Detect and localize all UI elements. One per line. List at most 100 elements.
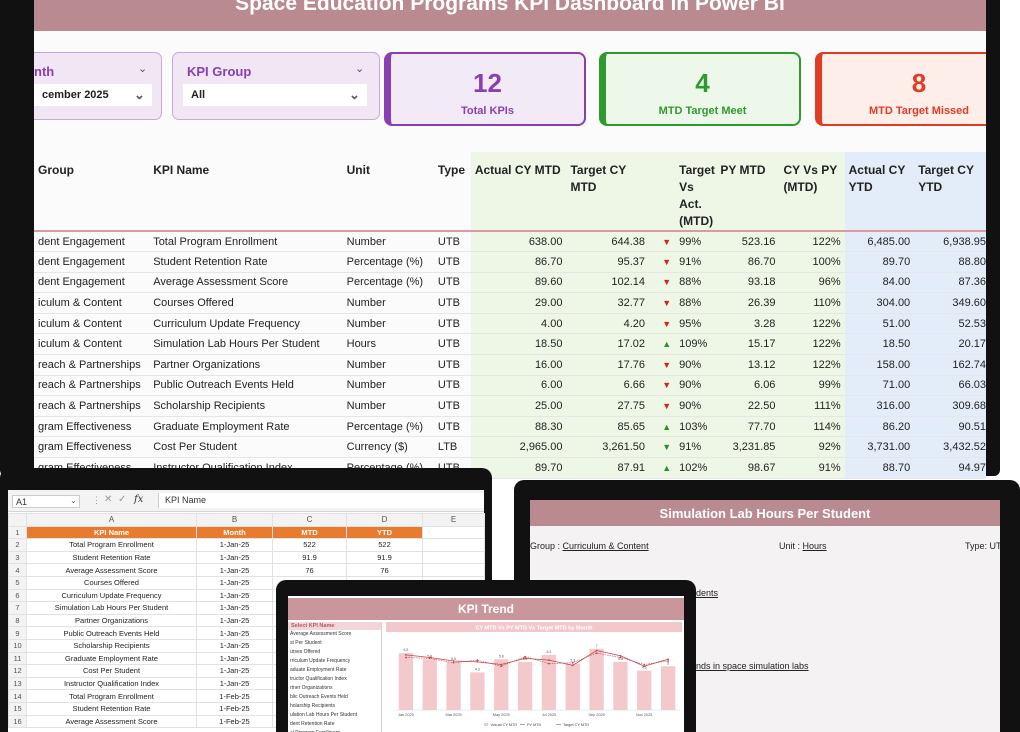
- kpi-list-item[interactable]: dent Retention Rate: [290, 721, 335, 727]
- col-header-type[interactable]: Type: [437, 163, 466, 177]
- col-header-kpi-name[interactable]: KPI Name: [153, 163, 210, 177]
- sheet-cell[interactable]: 1-Jan-25: [196, 588, 273, 603]
- sheet-cell[interactable]: 1-Feb-25: [196, 714, 273, 729]
- table-row[interactable]: iculum & Content Courses Offered Number UTB…: [34, 292, 986, 314]
- sheet-cell[interactable]: Average Assessment Score: [26, 714, 197, 729]
- kpi-group-dropdown[interactable]: All ⌄: [183, 84, 367, 106]
- column-header[interactable]: E: [422, 513, 485, 527]
- sheet-cell[interactable]: 1-Jan-25: [196, 575, 273, 590]
- month-slicer[interactable]: nth ⌄ cember 2025 ⌄: [34, 52, 162, 120]
- col-header-actual-cy-mtd[interactable]: Actual CY MTD: [470, 152, 567, 231]
- sheet-cell[interactable]: 1-Jan-25: [196, 550, 273, 565]
- sheet-cell[interactable]: 1-Feb-25: [196, 701, 273, 716]
- table-row[interactable]: reach & Partnerships Partner Organization…: [34, 354, 986, 376]
- sheet-cell[interactable]: [422, 550, 485, 565]
- name-box[interactable]: A1: [12, 495, 80, 508]
- kpi-list-item[interactable]: urses Offered: [290, 649, 321, 655]
- sheet-cell[interactable]: Total Program Enrollment: [26, 689, 197, 703]
- sheet-cell[interactable]: Courses Offered: [26, 575, 197, 590]
- col-header-target-cy-ytd[interactable]: Target CY YTD: [914, 152, 986, 231]
- col-header-group[interactable]: Group: [38, 163, 74, 177]
- sheet-cell[interactable]: Scholarship Recipients: [26, 638, 197, 653]
- chevron-down-icon[interactable]: ⌄: [349, 87, 360, 102]
- sheet-cell[interactable]: Partner Organizations: [26, 613, 197, 628]
- table-row[interactable]: reach & Partnerships Scholarship Recipien…: [34, 395, 986, 417]
- sheet-cell[interactable]: 1-Jan-25: [196, 563, 273, 577]
- sheet-cell[interactable]: [422, 525, 485, 540]
- sheet-cell[interactable]: [422, 563, 485, 577]
- sheet-cell[interactable]: 522: [272, 538, 347, 552]
- sheet-cell[interactable]: Student Retention Rate: [26, 701, 197, 716]
- sheet-cell[interactable]: Average Assessment Score: [26, 563, 197, 577]
- kpi-list-item[interactable]: aduate Employment Rate: [290, 667, 347, 673]
- sheet-cell[interactable]: Instructor Qualification Index: [26, 676, 197, 691]
- col-header-unit[interactable]: Unit: [346, 163, 370, 177]
- sheet-cell[interactable]: Cost Per Student: [26, 664, 197, 678]
- sheet-cell[interactable]: Graduate Employment Rate: [26, 651, 197, 666]
- sheet-cell[interactable]: Student Retention Rate: [26, 550, 197, 565]
- table-row[interactable]: gram Effectiveness Cost Per Student Curren…: [34, 436, 986, 459]
- sheet-cell[interactable]: 1-Jan-25: [196, 638, 273, 653]
- kpi-list-item[interactable]: st Per Student: [290, 640, 322, 646]
- column-header[interactable]: C: [272, 513, 347, 527]
- sheet-cell[interactable]: 1-Jan-25: [196, 601, 273, 615]
- kpi-name-list[interactable]: Select KPI Name Average Assessment Score…: [288, 622, 382, 732]
- kpi-list-item[interactable]: rtner Organizations: [290, 685, 333, 691]
- sheet-header-cell[interactable]: KPI Name: [26, 525, 197, 540]
- sheet-cell[interactable]: 76: [272, 563, 347, 577]
- sheet-header-cell[interactable]: Month: [196, 525, 273, 540]
- table-row[interactable]: iculum & Content Simulation Lab Hours Per…: [34, 333, 986, 356]
- sheet-cell[interactable]: 1-Jan-25: [196, 676, 273, 691]
- kpi-list-item[interactable]: ulation Lab Hours Per Student: [290, 712, 357, 718]
- sheet-cell[interactable]: 1-Feb-25: [196, 689, 273, 703]
- sheet-cell[interactable]: 76: [346, 563, 423, 577]
- column-header[interactable]: D: [346, 513, 423, 527]
- kpi-list-item[interactable]: rriculum Update Frequency: [290, 658, 351, 664]
- sheet-header-cell[interactable]: MTD: [272, 525, 347, 540]
- cancel-icon[interactable]: ✕: [104, 494, 113, 505]
- month-dropdown[interactable]: cember 2025 ⌄: [34, 84, 152, 106]
- kpi-list-item[interactable]: blic Outreach Events Held: [290, 694, 348, 700]
- formula-input[interactable]: KPI Name: [158, 493, 484, 508]
- table-row[interactable]: dent Engagement Total Program Enrollment N…: [34, 231, 986, 253]
- sheet-cell[interactable]: Total Program Enrollment: [26, 538, 197, 552]
- col-header-cy-vs-py[interactable]: CY Vs PY (MTD): [779, 152, 845, 231]
- table-row[interactable]: dent Engagement Average Assessment Score P…: [34, 272, 986, 294]
- sheet-cell[interactable]: 91.9: [346, 550, 423, 565]
- sheet-cell[interactable]: 522: [346, 538, 423, 552]
- sheet-cell[interactable]: 91.9: [272, 550, 347, 565]
- table-row[interactable]: iculum & Content Curriculum Update Freque…: [34, 313, 986, 335]
- sheet-cell[interactable]: 1-Jan-25: [196, 626, 273, 640]
- col-header-target-vs-act[interactable]: Target Vs Act. (MTD): [675, 152, 717, 231]
- sheet-cell[interactable]: 1-Jan-25: [196, 613, 273, 628]
- sheet-header-cell[interactable]: YTD: [346, 525, 423, 540]
- kpi-list-item[interactable]: al Program Enrollment: [288, 729, 381, 732]
- function-icon[interactable]: fx: [134, 494, 144, 505]
- kpi-list-item[interactable]: tructor Qualification Index: [290, 676, 347, 682]
- table-row[interactable]: dent Engagement Student Retention Rate Per…: [34, 251, 986, 273]
- table-row[interactable]: gram Effectiveness Graduate Employment Ra…: [34, 416, 986, 438]
- chevron-down-icon[interactable]: ⌄: [70, 496, 77, 505]
- kpi-group-slicer[interactable]: KPI Group ⌄ All ⌄: [172, 52, 380, 120]
- col-header-actual-cy-ytd[interactable]: Actual CY YTD: [844, 152, 915, 231]
- chevron-down-icon[interactable]: ⌄: [138, 63, 148, 75]
- select-all-corner[interactable]: [8, 513, 27, 527]
- sheet-cell[interactable]: Curriculum Update Frequency: [26, 588, 197, 603]
- check-icon[interactable]: ✓: [118, 494, 127, 505]
- table-row[interactable]: reach & Partnerships Public Outreach Even…: [34, 375, 986, 397]
- sheet-cell[interactable]: 1-Jan-25: [196, 651, 273, 666]
- sheet-cell[interactable]: 1-Jan-25: [196, 664, 273, 678]
- chevron-down-icon[interactable]: ⌄: [134, 87, 145, 102]
- col-header-target-cy-mtd[interactable]: Target CY MTD: [566, 152, 650, 231]
- sheet-cell[interactable]: Simulation Lab Hours Per Student: [26, 601, 197, 615]
- kpi-list-item[interactable]: holarship Recipients: [290, 703, 336, 709]
- kpi-list-item[interactable]: Average Assessment Score: [290, 631, 352, 637]
- column-header[interactable]: A: [26, 513, 197, 527]
- sheet-cell[interactable]: 1-Jan-25: [196, 538, 273, 552]
- sheet-cell[interactable]: [422, 538, 485, 552]
- cell-target-ytd: 309.68: [914, 395, 986, 417]
- sheet-cell[interactable]: Public Outreach Events Held: [26, 626, 197, 640]
- column-header[interactable]: B: [196, 513, 273, 527]
- col-header-py-mtd[interactable]: PY MTD: [716, 152, 780, 231]
- chevron-down-icon[interactable]: ⌄: [355, 63, 365, 75]
